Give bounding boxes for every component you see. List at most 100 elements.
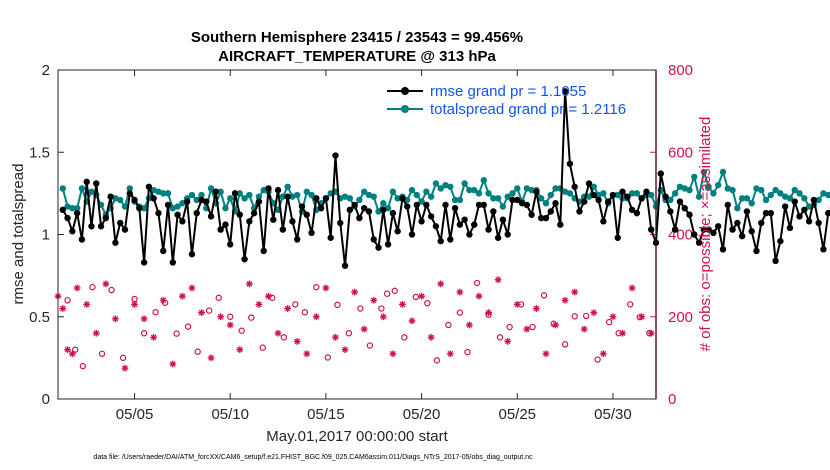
totalspread-point xyxy=(480,177,487,184)
totalspread-point xyxy=(466,186,473,194)
right-y-axis-label: # of obs: o=possible; ×=assimilated xyxy=(697,117,714,352)
obs-possible-point xyxy=(626,301,634,308)
rmse-point xyxy=(360,204,368,212)
totalspread-point xyxy=(78,185,86,192)
totalspread-point xyxy=(303,188,310,195)
rmse-point xyxy=(183,198,191,205)
totalspread-point xyxy=(437,185,444,192)
x-tick-label: 05/25 xyxy=(498,406,536,423)
obs-assimilated-point xyxy=(207,354,215,362)
totalspread-point xyxy=(791,186,798,194)
rmse-point xyxy=(207,213,215,220)
obs-assimilated-point xyxy=(226,321,234,329)
totalspread-point xyxy=(590,183,598,190)
obs-possible-point xyxy=(401,334,408,341)
rmse-point xyxy=(332,152,339,159)
x-tick-label: 05/05 xyxy=(116,406,154,423)
rmse-point xyxy=(160,247,167,255)
rmse-point xyxy=(581,198,588,205)
rmse-point xyxy=(480,201,487,209)
obs-assimilated-point xyxy=(437,280,445,288)
obs-assimilated-point xyxy=(255,301,263,308)
rmse-point xyxy=(499,216,507,223)
obs-assimilated-point xyxy=(198,309,205,317)
obs-assimilated-point xyxy=(628,284,636,292)
rmse-point xyxy=(504,231,511,238)
obs-possible-point xyxy=(238,327,245,334)
obs-assimilated-point xyxy=(408,317,416,325)
rmse-point xyxy=(250,209,258,217)
rmse-point xyxy=(557,221,564,228)
rmse-point xyxy=(643,188,650,195)
totalspread-point xyxy=(734,204,741,212)
rmse-point xyxy=(777,237,784,245)
rmse-point xyxy=(648,226,655,233)
rmse-point xyxy=(614,234,621,241)
rmse-point xyxy=(595,196,602,204)
rmse-point xyxy=(308,229,315,237)
totalspread-point xyxy=(413,191,420,199)
obs-possible-point xyxy=(334,301,341,309)
totalspread-point xyxy=(346,195,354,202)
series-rmse xyxy=(59,88,830,269)
chart-title-line-1: Southern Hemisphere 23415 / 23543 = 99.4… xyxy=(191,29,523,46)
obs-assimilated-point xyxy=(150,333,158,341)
obs-possible-point xyxy=(412,293,420,301)
obs-assimilated-point xyxy=(131,301,138,308)
rmse-point xyxy=(116,219,124,227)
obs-assimilated-point xyxy=(92,329,100,337)
rmse-point xyxy=(447,236,454,243)
rmse-point xyxy=(566,160,574,167)
rmse-point xyxy=(93,180,100,187)
rmse-point xyxy=(179,218,186,225)
obs-assimilated-point xyxy=(466,321,473,329)
totalspread-point xyxy=(700,168,708,176)
obs-assimilated-point xyxy=(236,346,244,354)
obs-possible-point xyxy=(594,356,601,363)
rmse-point xyxy=(485,226,492,233)
rmse-point xyxy=(399,195,406,202)
obs-assimilated-point xyxy=(73,284,81,292)
rmse-point xyxy=(246,218,253,225)
rmse-point xyxy=(762,209,770,217)
rmse-point xyxy=(442,201,449,209)
totalspread-point xyxy=(193,196,200,204)
totalspread-point xyxy=(475,190,483,197)
totalspread-point xyxy=(164,190,172,197)
obs-possible-point xyxy=(366,342,374,349)
rmse-point xyxy=(341,262,349,269)
left-y-tick-label: 1 xyxy=(42,227,50,244)
totalspread-point xyxy=(714,181,722,189)
obs-assimilated-point xyxy=(169,360,177,368)
rmse-point xyxy=(370,236,377,243)
rmse-point xyxy=(767,209,775,217)
totalspread-point xyxy=(116,196,124,204)
totalspread-point xyxy=(772,186,779,194)
obs-assimilated-point xyxy=(494,276,502,284)
rmse-point xyxy=(404,203,411,210)
totalspread-point xyxy=(207,185,215,192)
rmse-point xyxy=(241,255,248,263)
totalspread-point xyxy=(432,180,440,187)
rmse-point xyxy=(585,180,593,187)
obs-assimilated-point xyxy=(446,350,454,358)
totalspread-point xyxy=(59,185,66,192)
rmse-point xyxy=(255,198,263,205)
totalspread-point xyxy=(246,191,253,199)
rmse-point xyxy=(136,204,143,212)
obs-assimilated-point xyxy=(83,301,91,308)
totalspread-point xyxy=(294,191,301,199)
rmse-point xyxy=(231,190,239,197)
obs-possible-point xyxy=(79,362,87,370)
totalspread-point xyxy=(427,193,435,200)
rmse-point xyxy=(279,226,287,233)
obs-assimilated-point xyxy=(475,292,483,300)
series-obs-assimilated xyxy=(54,276,655,372)
rmse-point xyxy=(169,259,177,266)
legend-label-rmse: rmse grand pr = 1.1055 xyxy=(430,83,586,100)
totalspread-point xyxy=(671,190,679,197)
obs-possible-point xyxy=(378,305,385,312)
rmse-point xyxy=(112,239,119,246)
rmse-point xyxy=(781,203,789,210)
obs-possible-point xyxy=(215,294,222,302)
